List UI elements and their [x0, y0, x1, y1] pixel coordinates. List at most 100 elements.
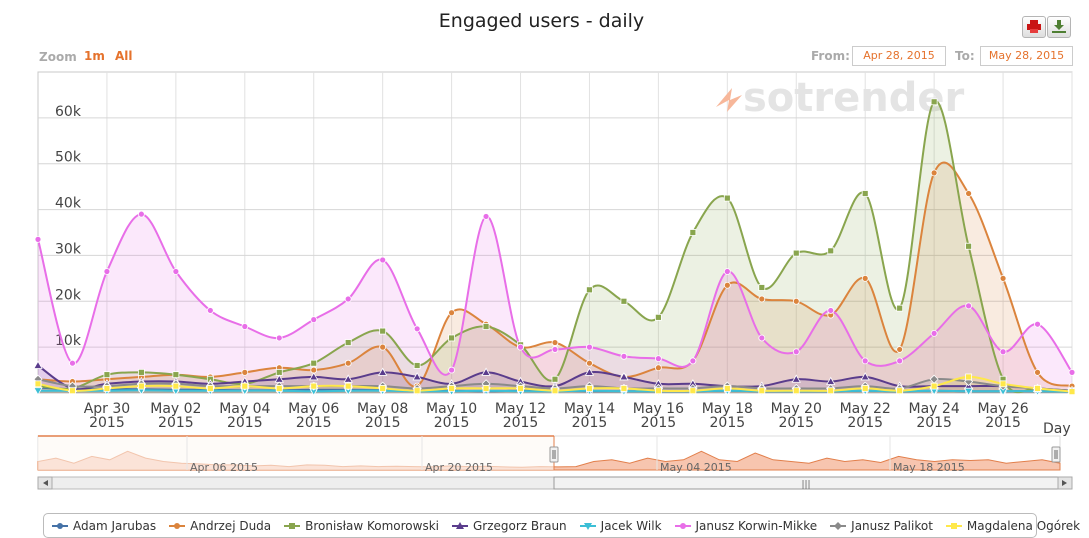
data-point[interactable]: [103, 385, 111, 392]
data-point[interactable]: [379, 343, 387, 351]
data-point[interactable]: [241, 382, 249, 390]
data-point[interactable]: [412, 372, 422, 381]
data-point[interactable]: [241, 368, 249, 376]
data-point[interactable]: [344, 339, 352, 346]
data-point[interactable]: [344, 382, 352, 390]
data-point[interactable]: [379, 385, 387, 392]
data-point[interactable]: [930, 382, 938, 390]
data-point[interactable]: [482, 213, 490, 220]
data-point[interactable]: [344, 359, 352, 367]
data-point[interactable]: [723, 194, 731, 202]
data-point[interactable]: [861, 274, 869, 282]
data-point[interactable]: [551, 339, 559, 346]
data-point[interactable]: [999, 380, 1007, 388]
data-point[interactable]: [448, 366, 456, 374]
data-point[interactable]: [999, 348, 1007, 356]
data-point[interactable]: [999, 274, 1007, 282]
navigator-handle[interactable]: [549, 446, 559, 463]
data-point[interactable]: [586, 286, 593, 294]
data-point[interactable]: [103, 268, 111, 275]
data-point[interactable]: [481, 367, 491, 376]
data-point[interactable]: [379, 256, 387, 264]
data-point[interactable]: [206, 385, 214, 392]
data-point[interactable]: [413, 325, 421, 333]
data-point[interactable]: [377, 367, 388, 376]
data-point[interactable]: [827, 247, 835, 255]
series-line-janusz-korwin-mikke[interactable]: [37, 213, 1073, 376]
data-point[interactable]: [413, 362, 421, 369]
data-point[interactable]: [275, 385, 283, 392]
data-point[interactable]: [310, 359, 318, 367]
data-point[interactable]: [860, 372, 870, 381]
data-point[interactable]: [896, 346, 904, 353]
legend-item[interactable]: Janusz Korwin-Mikke: [674, 519, 817, 533]
data-point[interactable]: [310, 316, 318, 324]
data-point[interactable]: [586, 343, 593, 351]
navigator-handle[interactable]: [1051, 446, 1061, 463]
data-point[interactable]: [310, 382, 318, 390]
legend-item[interactable]: Bronisław Komorowski: [284, 519, 439, 533]
data-point[interactable]: [69, 387, 76, 395]
data-point[interactable]: [517, 385, 524, 392]
data-point[interactable]: [309, 372, 319, 381]
data-point[interactable]: [34, 380, 42, 388]
data-point[interactable]: [827, 307, 835, 314]
data-point[interactable]: [241, 323, 249, 330]
data-point[interactable]: [1034, 385, 1041, 392]
data-point[interactable]: [758, 387, 766, 395]
data-point[interactable]: [689, 357, 697, 365]
scrollbar-right-button[interactable]: [1057, 476, 1073, 490]
data-point[interactable]: [965, 373, 972, 381]
navigator[interactable]: Apr 06 2015 Apr 20 2015 May 04 2015 May 18 …: [37, 435, 1073, 490]
legend-item[interactable]: Janusz Palikot: [830, 519, 933, 533]
data-point[interactable]: [620, 297, 628, 305]
data-point[interactable]: [206, 307, 214, 314]
data-point[interactable]: [723, 268, 731, 275]
data-point[interactable]: [619, 372, 629, 381]
data-point[interactable]: [689, 229, 697, 236]
legend-item[interactable]: Grzegorz Braun: [452, 519, 567, 533]
data-point[interactable]: [620, 385, 628, 392]
zoom-all-button[interactable]: All: [115, 49, 133, 63]
data-point[interactable]: [33, 387, 43, 396]
data-point[interactable]: [1068, 388, 1076, 396]
data-point[interactable]: [896, 387, 904, 395]
data-point[interactable]: [344, 295, 352, 303]
data-point[interactable]: [791, 374, 801, 383]
data-point[interactable]: [723, 281, 731, 289]
data-point[interactable]: [137, 368, 145, 376]
data-point[interactable]: [551, 387, 559, 395]
data-point[interactable]: [792, 348, 800, 356]
data-point[interactable]: [723, 385, 731, 392]
data-point[interactable]: [792, 297, 800, 305]
data-point[interactable]: [448, 309, 456, 317]
zoom-1m-button[interactable]: 1m: [84, 49, 105, 63]
data-point[interactable]: [137, 382, 145, 390]
data-point[interactable]: [33, 360, 43, 369]
data-point[interactable]: [137, 210, 145, 218]
legend-item[interactable]: Magdalena Ogórek: [945, 519, 1080, 533]
data-point[interactable]: [584, 367, 595, 376]
data-point[interactable]: [930, 98, 938, 106]
data-point[interactable]: [827, 387, 835, 395]
data-point[interactable]: [413, 387, 421, 395]
data-point[interactable]: [172, 382, 180, 390]
data-point[interactable]: [172, 268, 180, 275]
data-point[interactable]: [792, 249, 800, 257]
print-button[interactable]: [1022, 16, 1046, 38]
data-point[interactable]: [758, 284, 766, 291]
data-point[interactable]: [655, 387, 662, 395]
legend-item[interactable]: Jacek Wilk: [579, 519, 662, 533]
data-point[interactable]: [1068, 368, 1076, 376]
data-point[interactable]: [792, 387, 800, 395]
data-point[interactable]: [1034, 320, 1041, 328]
data-point[interactable]: [586, 385, 593, 392]
data-point[interactable]: [930, 329, 938, 337]
data-point[interactable]: [655, 313, 662, 321]
data-point[interactable]: [930, 169, 938, 177]
data-point[interactable]: [551, 346, 559, 353]
data-point[interactable]: [655, 355, 662, 363]
to-date-input[interactable]: May 28, 2015: [980, 46, 1073, 66]
data-point[interactable]: [758, 334, 766, 342]
scrollbar-thumb[interactable]: |||: [553, 476, 1059, 490]
